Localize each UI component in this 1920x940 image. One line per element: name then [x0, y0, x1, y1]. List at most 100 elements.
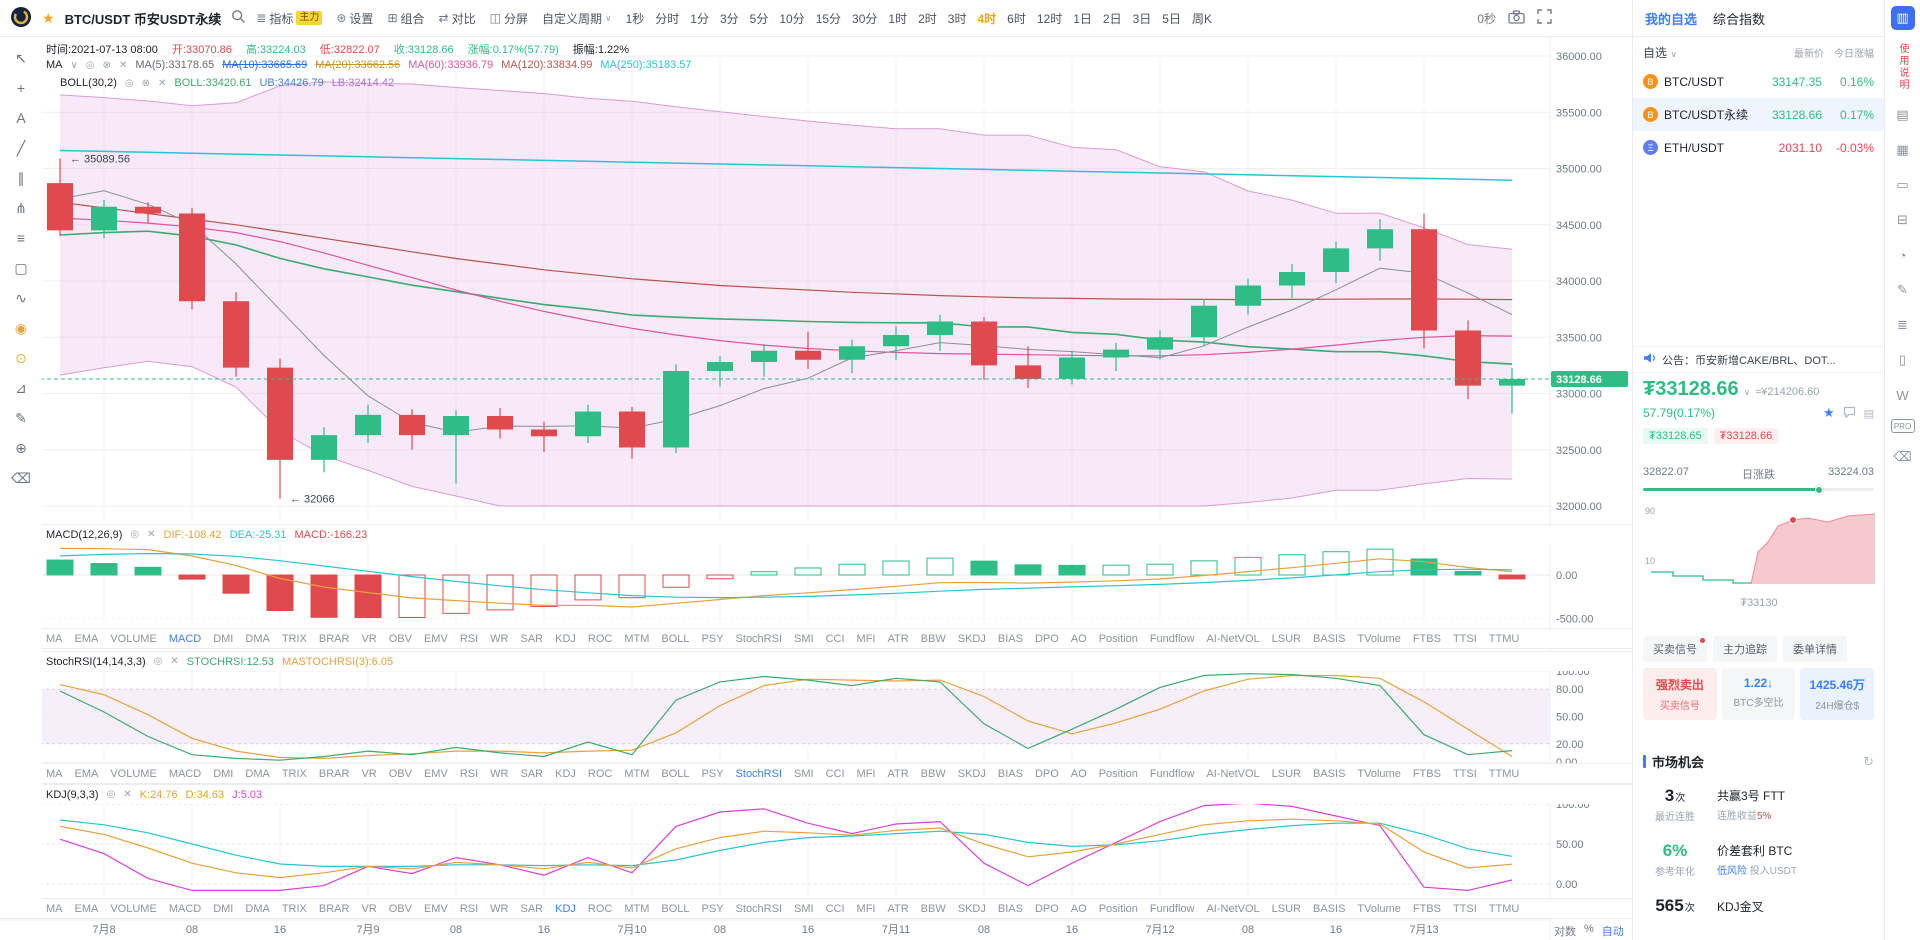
- indicator-tab-EMV[interactable]: EMV: [423, 632, 448, 645]
- monitor-icon[interactable]: ▤: [1896, 107, 1909, 122]
- indicator-tab-Position[interactable]: Position: [1098, 902, 1138, 915]
- legend-icon[interactable]: ⊗: [141, 77, 150, 89]
- indicator-tab-SKDJ[interactable]: SKDJ: [957, 902, 986, 915]
- indicator-tab-MTM[interactable]: MTM: [624, 767, 650, 780]
- delete-tool-icon[interactable]: ⌫: [11, 469, 31, 486]
- indicator-tab-Position[interactable]: Position: [1098, 632, 1138, 645]
- percent-scale-toggle[interactable]: %: [1584, 923, 1594, 935]
- indicator-tab-OBV[interactable]: OBV: [388, 767, 412, 780]
- watch-star-icon[interactable]: ★: [1822, 405, 1835, 420]
- indicator-tab-BOLL[interactable]: BOLL: [661, 902, 690, 915]
- indicator-tab-BRAR[interactable]: BRAR: [318, 767, 350, 780]
- text-tool-icon[interactable]: A: [16, 110, 26, 126]
- legend-icon[interactable]: ✕: [147, 529, 156, 540]
- indicator-tab-EMA[interactable]: EMA: [74, 902, 99, 915]
- menu-组合[interactable]: ⊞ 组合: [387, 11, 425, 26]
- indicator-tab-TTMU[interactable]: TTMU: [1488, 767, 1520, 780]
- indicator-tab-SAR[interactable]: SAR: [520, 902, 544, 915]
- pitchfork-tool-icon[interactable]: ⋔: [15, 199, 27, 216]
- indicator-tab-SMI[interactable]: SMI: [794, 767, 814, 780]
- bucket-tool-icon[interactable]: ⊕: [15, 439, 27, 456]
- interval-5日[interactable]: 5日: [1162, 11, 1181, 26]
- interval-2日[interactable]: 2日: [1102, 11, 1122, 26]
- crosshair-tool-icon[interactable]: +: [16, 80, 26, 96]
- legend-icon[interactable]: ✕: [158, 77, 167, 89]
- indicator-tab-RSI[interactable]: RSI: [459, 767, 479, 780]
- indicator-tab-MA[interactable]: MA: [46, 632, 63, 645]
- favorite-star-icon[interactable]: ★: [42, 9, 55, 26]
- indicator-tab-WR[interactable]: WR: [490, 767, 509, 780]
- menu-对比[interactable]: ⇄ 对比: [438, 11, 476, 26]
- indicator-tab-StochRSI[interactable]: StochRSI: [735, 632, 783, 645]
- indicator-tab-VR[interactable]: VR: [361, 902, 377, 915]
- indicator-tab-TRIX[interactable]: TRIX: [281, 902, 307, 915]
- magnet-tool-icon[interactable]: ◉: [14, 319, 28, 336]
- indicator-tab-BBW[interactable]: BBW: [920, 902, 946, 915]
- menu-设置[interactable]: ⊛ 设置: [336, 11, 374, 26]
- interval-1分[interactable]: 1分: [690, 11, 709, 26]
- measure-tool-icon[interactable]: ⊿: [15, 379, 27, 396]
- indicator-tab-BOLL[interactable]: BOLL: [661, 767, 690, 780]
- indicator-tab-OBV[interactable]: OBV: [388, 902, 412, 915]
- indicator-tab-PSY[interactable]: PSY: [701, 767, 724, 780]
- interval-3时[interactable]: 3时: [947, 11, 967, 26]
- indicator-tab-Position[interactable]: Position: [1098, 767, 1138, 780]
- indicator-tab-EMV[interactable]: EMV: [423, 902, 448, 915]
- indicator-tab-KDJ[interactable]: KDJ: [555, 902, 576, 915]
- indicator-tab-MTM[interactable]: MTM: [624, 902, 650, 915]
- indicator-tab-TTSI[interactable]: TTSI: [1452, 767, 1477, 780]
- indicator-tab-DMA[interactable]: DMA: [245, 767, 270, 780]
- detail-icon[interactable]: ▤: [1863, 407, 1874, 420]
- legend-icon[interactable]: ⊗: [102, 59, 111, 71]
- indicator-tab-StochRSI[interactable]: StochRSI: [735, 902, 783, 915]
- legend-icon[interactable]: ◎: [85, 59, 95, 71]
- channel-tool-icon[interactable]: ∥: [17, 169, 25, 186]
- interval-周K[interactable]: 周K: [1191, 11, 1212, 26]
- refresh-icon[interactable]: ↻: [1863, 753, 1874, 769]
- indicator-tab-BIAS[interactable]: BIAS: [997, 632, 1023, 645]
- interval-1时[interactable]: 1时: [888, 11, 908, 26]
- interval-12时[interactable]: 12时: [1036, 11, 1063, 26]
- fullscreen-icon[interactable]: [1537, 9, 1552, 27]
- comment-icon[interactable]: [1843, 406, 1856, 421]
- indicator-tab-MA[interactable]: MA: [46, 902, 63, 915]
- menu-自定义周期[interactable]: 自定义周期 ∨: [541, 11, 612, 26]
- indicator-tab-LSUR[interactable]: LSUR: [1271, 767, 1301, 780]
- chart-canvas[interactable]: 7月8 08 16 7月9 08 16 7月10 08 16 7月11 08 16 7月12 08 16 7月…: [0, 37, 1632, 940]
- indicator-tab-FTBS[interactable]: FTBS: [1412, 902, 1441, 915]
- indicator-tab-VR[interactable]: VR: [361, 632, 377, 645]
- indicator-tab-SAR[interactable]: SAR: [520, 767, 544, 780]
- indicator-tab-MFI[interactable]: MFI: [856, 902, 876, 915]
- indicator-tab-TTMU[interactable]: TTMU: [1488, 632, 1520, 645]
- indicator-tab-EMA[interactable]: EMA: [74, 632, 99, 645]
- kline-shortcut-icon[interactable]: ▥: [1890, 6, 1915, 30]
- indicator-tab-StochRSI[interactable]: StochRSI: [735, 767, 783, 780]
- indicator-tab-AO[interactable]: AO: [1070, 632, 1087, 645]
- button-主力追踪[interactable]: 主力追踪: [1713, 636, 1777, 662]
- indicator-tab-AI-NetVOL[interactable]: AI-NetVOL: [1206, 902, 1260, 915]
- indicator-tab-PSY[interactable]: PSY: [701, 902, 724, 915]
- menu-分屏[interactable]: ◫ 分屏: [489, 11, 528, 26]
- interval-2时[interactable]: 2时: [918, 11, 937, 26]
- indicator-tab-BIAS[interactable]: BIAS: [997, 767, 1023, 780]
- pencil-tool-icon[interactable]: ✎: [15, 409, 27, 426]
- indicator-tab-TTMU[interactable]: TTMU: [1488, 902, 1520, 915]
- wiki-icon[interactable]: W: [1896, 387, 1909, 403]
- indicator-tab-LSUR[interactable]: LSUR: [1271, 902, 1301, 915]
- edit-icon[interactable]: ✎: [1897, 282, 1908, 297]
- interval-分时[interactable]: 分时: [655, 11, 680, 26]
- indicator-tab-VOLUME[interactable]: VOLUME: [110, 632, 157, 645]
- indicator-tab-VR[interactable]: VR: [361, 767, 377, 780]
- indicator-tab-DPO[interactable]: DPO: [1034, 632, 1059, 645]
- interval-30分[interactable]: 30分: [852, 11, 878, 26]
- legend-icon[interactable]: ◎: [153, 656, 163, 667]
- interval-3分[interactable]: 3分: [719, 11, 739, 26]
- indicator-tab-MACD[interactable]: MACD: [168, 767, 202, 780]
- indicator-tab-TTSI[interactable]: TTSI: [1452, 902, 1477, 915]
- indicator-tab-VOLUME[interactable]: VOLUME: [110, 767, 157, 780]
- interval-1日[interactable]: 1日: [1073, 11, 1092, 26]
- doc-icon[interactable]: ▭: [1896, 177, 1909, 192]
- log-scale-toggle[interactable]: 对数: [1554, 926, 1576, 938]
- indicator-tab-LSUR[interactable]: LSUR: [1271, 632, 1301, 645]
- indicator-tab-DPO[interactable]: DPO: [1034, 902, 1059, 915]
